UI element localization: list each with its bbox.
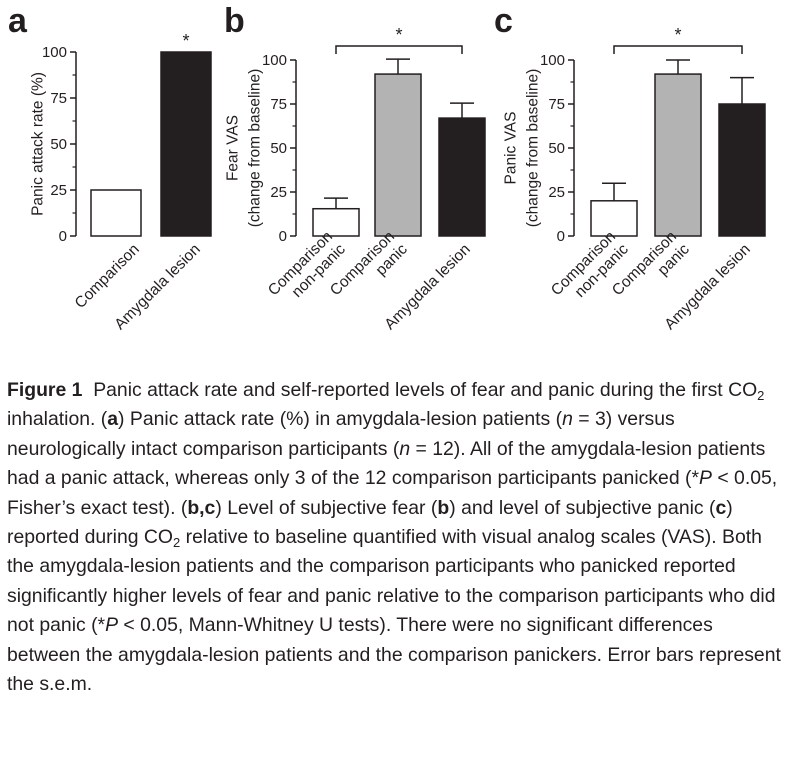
y-tick-label: 25 [548, 184, 565, 201]
significance-star: * [182, 31, 189, 51]
subscript: 2 [757, 388, 765, 403]
caption-text: ) reported during CO [7, 496, 733, 549]
bar [654, 73, 702, 237]
bar [312, 207, 360, 237]
panel-ref-b: b [437, 496, 450, 519]
bar [718, 103, 766, 237]
caption-text: inhalation. ( [7, 408, 108, 431]
caption-text: ) and level of subjective panic ( [449, 496, 716, 519]
figure-label: Figure 1 [7, 379, 83, 401]
caption-text: Panic attack rate and self-reported leve… [93, 379, 758, 401]
italic-p: P [105, 614, 119, 637]
y-tick-label: 25 [270, 184, 287, 201]
italic-p: P [699, 467, 712, 490]
panel-ref-c: c [715, 496, 727, 519]
caption-text: ) Level of subjective fear ( [215, 496, 438, 519]
y-tick-label: 0 [557, 228, 565, 245]
y-tick-label: 50 [548, 140, 565, 157]
caption-text: = 3) versus neurologically intact compar… [7, 408, 675, 460]
y-axis-label: Panic attack rate (%) [29, 72, 46, 216]
y-tick-label: 75 [548, 96, 565, 113]
bar [90, 189, 142, 237]
panel-b: b 0 25 50 75 100 Fear VAS (change from baseline… [224, 2, 486, 333]
bar [374, 73, 422, 237]
panel-letter-c: c [494, 2, 513, 40]
y-tick-label: 100 [42, 44, 67, 61]
italic-n: n [399, 437, 411, 460]
subscript: 2 [173, 535, 181, 551]
panel-ref-a: a [107, 408, 119, 431]
significance-star: * [674, 25, 681, 45]
panel-letter-b: b [224, 2, 245, 40]
caption-text: relative to baseline quantified with vis… [7, 526, 776, 637]
caption-text: < 0.05, Fisher’s exact test). ( [7, 467, 778, 519]
caption-text: = 12). All of the amygdala-lesion patien… [7, 437, 766, 490]
y-axis-label: (change from baseline) [524, 69, 541, 228]
y-tick-label: 0 [59, 228, 67, 245]
y-tick-label: 100 [262, 52, 287, 69]
bar [160, 51, 212, 237]
significance-bracket [613, 45, 743, 54]
figure-caption: Figure 1 Panic attack rate and self-repo… [7, 376, 787, 699]
y-tick-label: 100 [540, 52, 565, 69]
panel-ref-bc: b,c [187, 496, 216, 519]
y-axis-label: Panic VAS [502, 112, 519, 185]
y-tick-label: 0 [279, 228, 287, 245]
caption-text: < 0.05, Mann-Whitney U tests). There wer… [7, 614, 781, 696]
y-axis-label: (change from baseline) [246, 69, 263, 228]
y-tick-label: 75 [50, 90, 67, 107]
y-tick-label: 75 [270, 96, 287, 113]
panel-c: c 0 25 50 75 100 Panic VAS (change from baselin… [494, 2, 766, 333]
significance-bracket [335, 45, 463, 54]
y-tick-label: 50 [50, 136, 67, 153]
panel-letter-a: a [8, 2, 28, 40]
y-tick-label: 50 [270, 140, 287, 157]
significance-star: * [395, 25, 402, 45]
y-axis-label: Fear VAS [224, 115, 241, 181]
bar [590, 200, 638, 237]
italic-n: n [562, 408, 573, 431]
y-tick-label: 25 [50, 182, 67, 199]
caption-text: ) Panic attack rate (%) in amygdala-lesi… [118, 408, 563, 431]
bar [438, 117, 486, 237]
